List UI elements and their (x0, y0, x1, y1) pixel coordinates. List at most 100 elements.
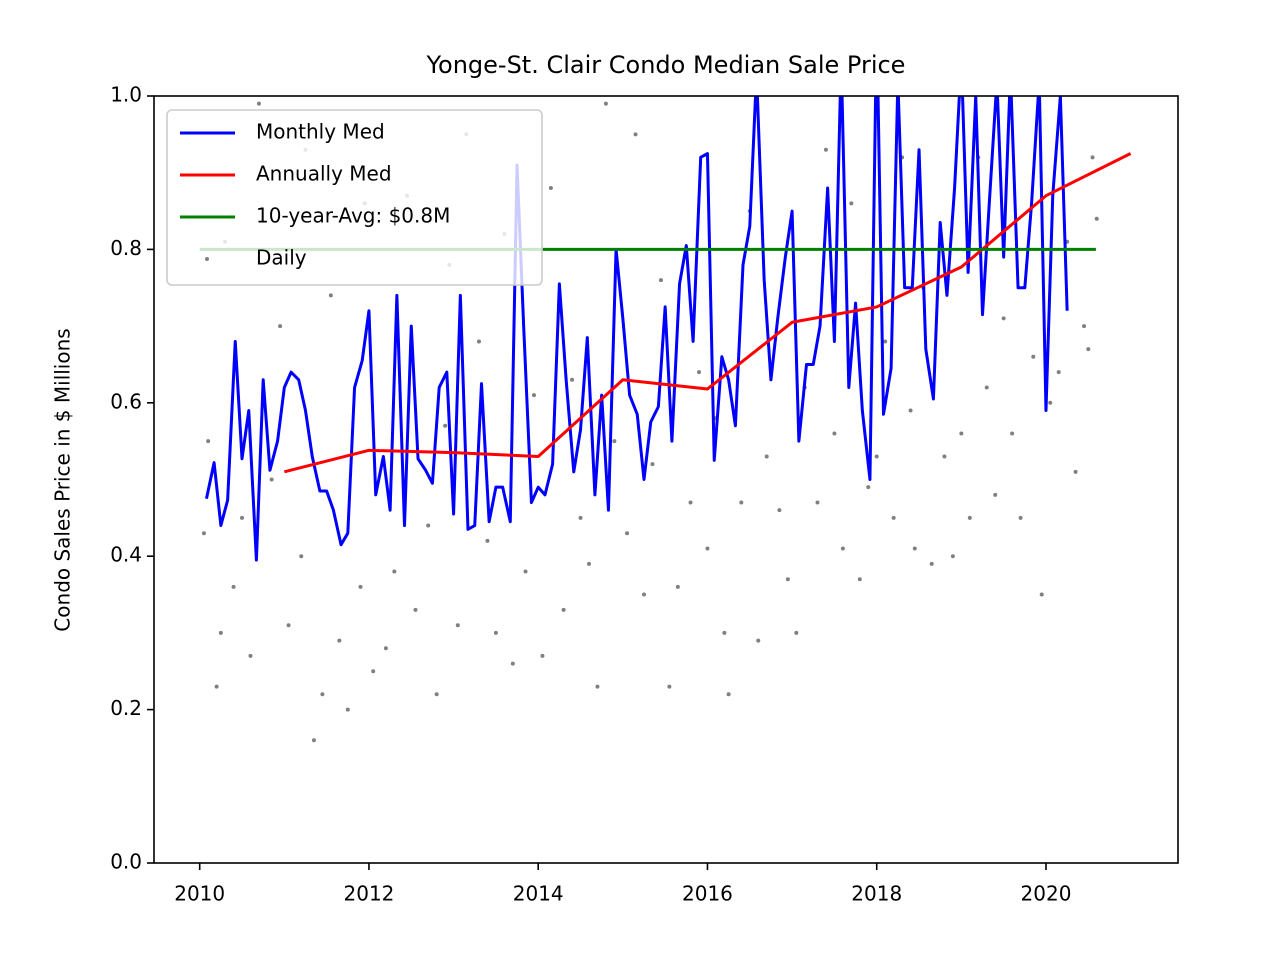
data-point (697, 370, 702, 375)
data-point (278, 324, 283, 329)
data-point (1010, 431, 1015, 436)
data-point (603, 101, 608, 106)
data-point (857, 577, 862, 582)
data-point (866, 485, 871, 490)
legend-label: Annually Med (256, 162, 392, 186)
data-point (667, 684, 672, 689)
data-point (392, 569, 397, 574)
data-point (739, 500, 744, 505)
data-point (756, 638, 761, 643)
data-point (1073, 469, 1078, 474)
data-point (641, 592, 646, 597)
data-point (595, 684, 600, 689)
legend-frame (166, 109, 543, 286)
x-tick-label: 2020 (1021, 882, 1072, 906)
data-point (849, 201, 854, 206)
x-tick-label: 2010 (174, 882, 225, 906)
axes-frame (153, 95, 1179, 864)
data-point (570, 377, 575, 382)
data-point (320, 692, 325, 697)
data-point (984, 385, 989, 390)
data-point (1018, 515, 1023, 520)
data-point (345, 707, 350, 712)
data-point (383, 646, 388, 651)
data-point (218, 630, 223, 635)
x-tick-label: 2012 (344, 882, 395, 906)
legend-label: Daily (256, 246, 307, 270)
data-point (214, 684, 219, 689)
data-point (883, 339, 888, 344)
data-point (523, 569, 528, 574)
chart-title: Yonge-St. Clair Condo Median Sale Price (426, 51, 906, 79)
data-point (328, 293, 333, 298)
data-point (1039, 592, 1044, 597)
data-point (625, 531, 630, 536)
plot-area (199, 96, 1132, 743)
data-point (950, 554, 955, 559)
data-point (777, 508, 782, 513)
y-tick-label: 1.0 (110, 83, 142, 107)
data-point (929, 561, 934, 566)
data-point (840, 546, 845, 551)
data-point (993, 492, 998, 497)
data-line (205, 96, 1069, 562)
legend-marker (205, 257, 209, 261)
data-point (1082, 324, 1087, 329)
data-point (206, 439, 211, 444)
data-point (561, 607, 566, 612)
data-point (231, 584, 236, 589)
data-point (650, 462, 655, 467)
data-point (764, 454, 769, 459)
data-line (283, 152, 1132, 474)
data-point (967, 515, 972, 520)
data-point (240, 515, 245, 520)
data-point (1048, 400, 1053, 405)
data-point (1086, 347, 1091, 352)
data-point (578, 515, 583, 520)
data-point (358, 584, 363, 589)
x-tick-label: 2018 (851, 882, 902, 906)
data-point (908, 408, 913, 413)
y-tick-label: 0.0 (110, 850, 142, 874)
data-point (785, 577, 790, 582)
data-point (1031, 354, 1036, 359)
data-point (1001, 316, 1006, 321)
data-point (455, 623, 460, 628)
data-point (612, 439, 617, 444)
data-point (912, 546, 917, 551)
data-point (675, 584, 680, 589)
data-point (269, 477, 274, 482)
data-point (658, 278, 663, 283)
data-point (832, 431, 837, 436)
x-tick-label: 2014 (513, 882, 564, 906)
data-point (726, 692, 731, 697)
x-tick-label: 2016 (682, 882, 733, 906)
data-point (201, 531, 206, 536)
data-point (256, 101, 261, 106)
data-point (311, 738, 316, 743)
data-point (1056, 370, 1061, 375)
data-point (485, 538, 490, 543)
data-point (586, 561, 591, 566)
data-point (688, 500, 693, 505)
y-tick-label: 0.2 (110, 696, 142, 720)
data-point (443, 423, 448, 428)
data-point (705, 546, 710, 551)
legend-label: 10-year-Avg: $0.8M (256, 204, 450, 228)
data-point (1094, 216, 1099, 221)
data-point (891, 515, 896, 520)
data-point (493, 630, 498, 635)
data-point (633, 132, 638, 137)
data-point (540, 653, 545, 658)
y-axis-label: Condo Sales Price in $ Millions (51, 328, 75, 631)
data-point (1090, 155, 1095, 160)
data-point (371, 669, 376, 674)
legend-label: Monthly Med (256, 120, 385, 144)
data-point (510, 661, 515, 666)
data-point (299, 554, 304, 559)
y-tick-label: 0.6 (110, 389, 142, 413)
data-point (337, 638, 342, 643)
data-point (476, 339, 481, 344)
data-point (722, 630, 727, 635)
